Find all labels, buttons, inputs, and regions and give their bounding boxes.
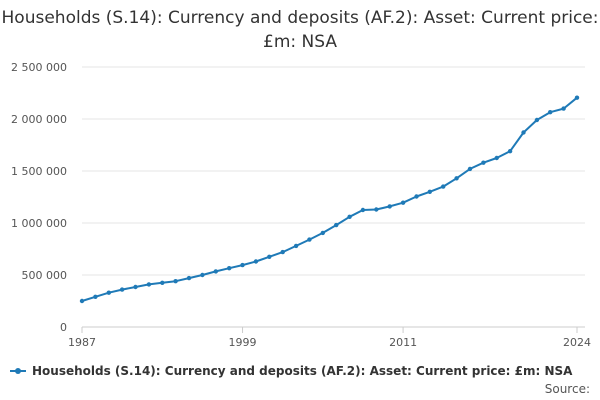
data-point bbox=[481, 160, 486, 165]
data-point bbox=[160, 280, 165, 285]
data-point bbox=[173, 279, 178, 284]
data-point bbox=[360, 207, 366, 213]
data-point bbox=[213, 269, 218, 274]
y-tick-label: 2 500 000 bbox=[11, 61, 67, 74]
data-point bbox=[387, 204, 392, 209]
x-tick-label: 1987 bbox=[68, 336, 96, 349]
data-point bbox=[467, 166, 473, 172]
data-point bbox=[334, 222, 339, 228]
x-tick-label: 2011 bbox=[389, 336, 417, 349]
x-tick-label: 2024 bbox=[563, 336, 591, 349]
data-point bbox=[133, 284, 138, 290]
y-tick-label: 1 500 000 bbox=[11, 165, 67, 178]
data-point bbox=[240, 262, 245, 268]
data-point bbox=[200, 272, 205, 278]
y-tick-label: 0 bbox=[60, 321, 67, 334]
data-point bbox=[93, 294, 98, 299]
legend-label: Households (S.14): Currency and deposits… bbox=[32, 364, 573, 378]
data-point bbox=[106, 290, 112, 295]
data-point bbox=[521, 130, 526, 135]
legend-swatch-icon bbox=[10, 368, 26, 374]
x-tick-label: 1999 bbox=[229, 336, 257, 349]
data-point bbox=[534, 117, 540, 123]
y-tick-label: 500 000 bbox=[22, 269, 68, 282]
y-tick-label: 1 000 000 bbox=[11, 217, 67, 230]
y-tick-label: 2 000 000 bbox=[11, 113, 67, 126]
data-point bbox=[400, 200, 406, 205]
data-point bbox=[267, 254, 272, 259]
data-point bbox=[280, 249, 285, 255]
source-label: Source: bbox=[544, 382, 590, 396]
data-point bbox=[186, 275, 192, 281]
data-point bbox=[307, 237, 312, 242]
data-point bbox=[79, 298, 85, 304]
data-point bbox=[347, 214, 352, 219]
data-point bbox=[494, 155, 499, 161]
data-point bbox=[427, 189, 432, 194]
data-point bbox=[227, 266, 232, 271]
data-point bbox=[548, 110, 553, 115]
data-point bbox=[454, 176, 459, 181]
chart-title: Households (S.14): Currency and deposits… bbox=[1, 8, 599, 52]
data-point bbox=[574, 95, 580, 100]
data-point bbox=[507, 149, 513, 154]
data-point bbox=[146, 282, 152, 287]
data-point bbox=[441, 184, 446, 189]
data-point bbox=[320, 230, 325, 236]
data-point bbox=[119, 287, 125, 292]
data-point bbox=[293, 243, 299, 249]
data-point bbox=[374, 207, 379, 212]
data-point bbox=[561, 106, 566, 111]
data-point bbox=[414, 194, 419, 199]
data-point bbox=[253, 259, 259, 264]
legend[interactable]: Households (S.14): Currency and deposits… bbox=[10, 364, 590, 378]
series-line bbox=[81, 96, 578, 302]
